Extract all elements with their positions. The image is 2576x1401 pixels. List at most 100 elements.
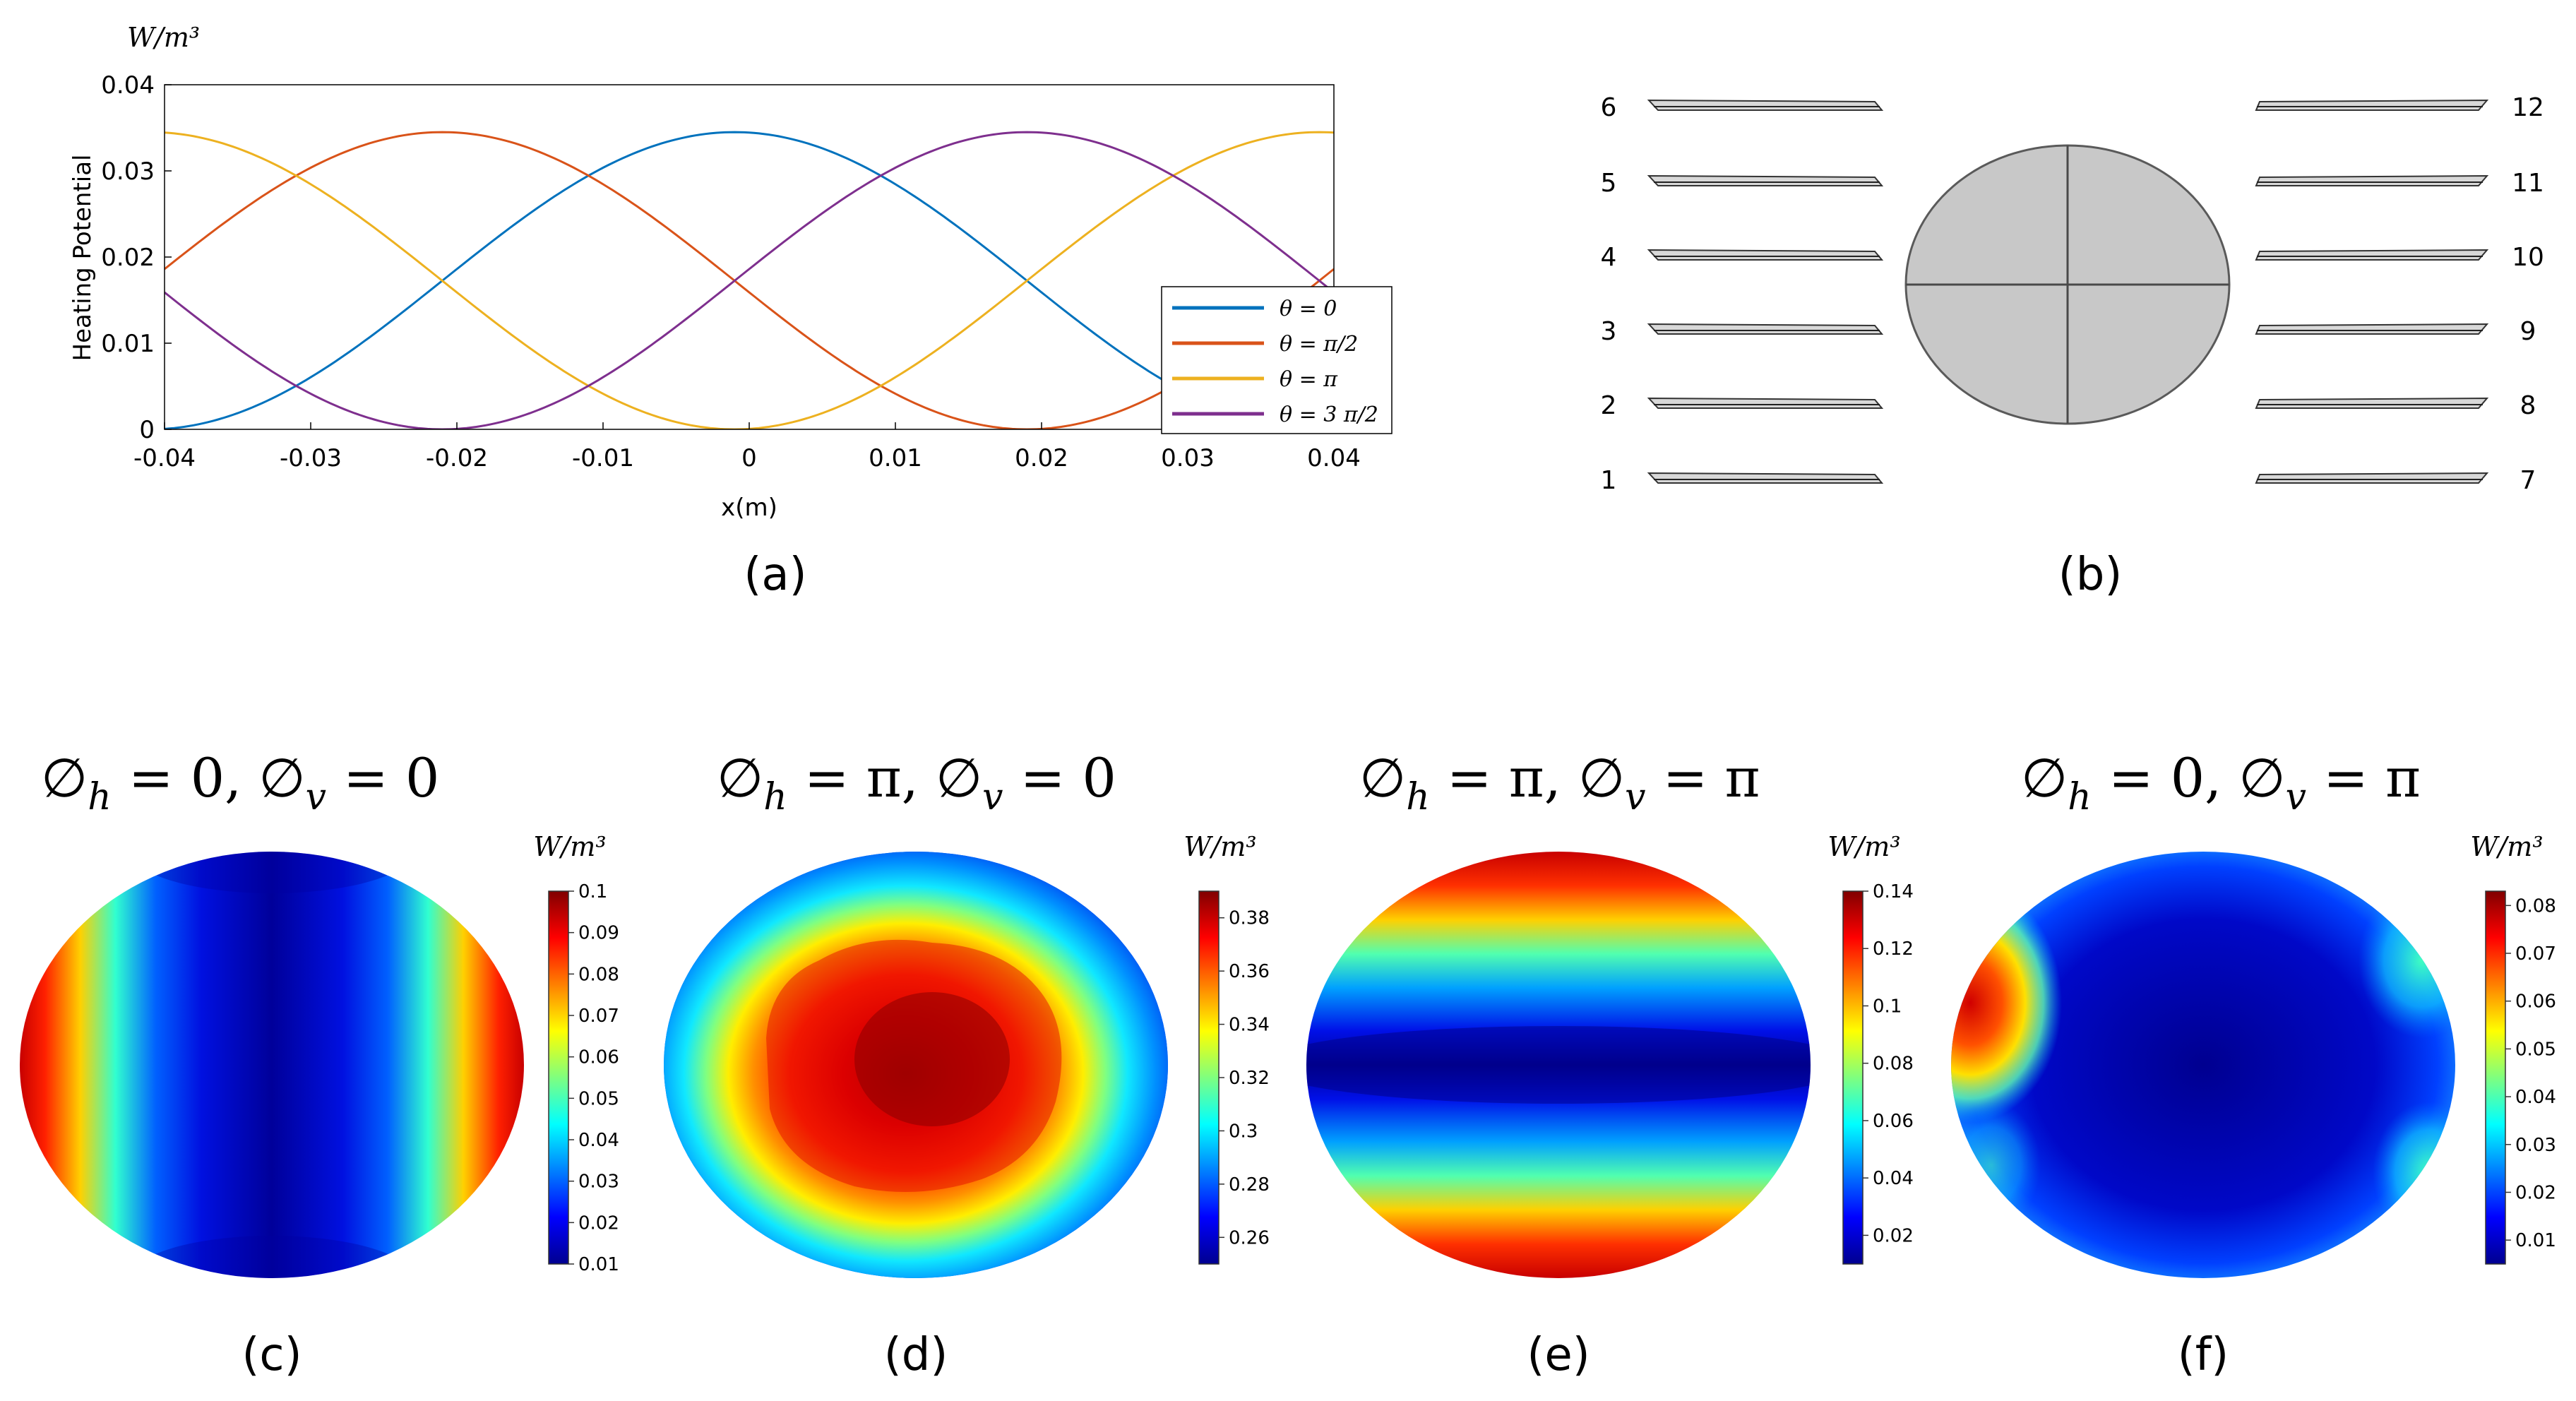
panel-a-line-chart: W/m³ Heating Potential x(m) -0.04 -0.03 -0…: [68, 22, 1393, 601]
map-caption: (f): [2178, 1329, 2229, 1381]
colorbar-tick-label: 0.02: [578, 1212, 619, 1234]
heatmap-panel-c: [20, 852, 524, 1278]
x-tick-label: -0.03: [280, 444, 342, 472]
colorbar-tick-label: 0.08: [1873, 1054, 1914, 1075]
legend-label: θ = π: [1280, 367, 1338, 392]
colorbar-tick-label: 0.28: [1229, 1174, 1270, 1196]
map-annotations-1: ∅h = π, ∅v = 0 W/m³ 0.38 0.36 0.34 0.32 0.3 0.2…: [717, 746, 1270, 1381]
element-number-right: 10: [2512, 243, 2544, 272]
x-tick-label: 0.02: [1015, 444, 1068, 472]
heatmap-c-field: [20, 852, 524, 1278]
element-number-left: 2: [1601, 391, 1617, 420]
x-tick-label: 0.04: [1307, 444, 1361, 472]
colorbar-tick-label: 0.07: [578, 1006, 619, 1027]
map-annotations-0: ∅h = 0, ∅v = 0 W/m³ 0.1 0.09 0.08 0.07 0.06 0.0…: [41, 746, 619, 1381]
element-number-left: 6: [1601, 93, 1617, 122]
colorbar-tick-label: 0.1: [578, 881, 607, 902]
antenna-plate-right: [2255, 249, 2489, 261]
map-annotations-2: ∅h = π, ∅v = π W/m³ 0.14 0.12 0.1 0.08 0.06 0.0…: [1359, 746, 1914, 1381]
colorbar-tick-label: 0.03: [578, 1172, 619, 1193]
y-tick-label: 0.02: [101, 244, 155, 272]
colorbar-tick-label: 0.09: [578, 923, 619, 944]
colorbar: [2485, 890, 2506, 1265]
colorbar-tick-label: 0.1: [1873, 996, 1902, 1017]
colorbar-unit: W/m³: [533, 831, 606, 862]
legend-label: θ = π/2: [1280, 332, 1358, 357]
colorbar-tick-label: 0.04: [578, 1130, 619, 1151]
colorbar-tick-label: 0.06: [2515, 991, 2556, 1013]
heatmap-panel-e: [1306, 852, 1811, 1278]
caption-a: (a): [744, 549, 806, 601]
x-tick-label: -0.04: [133, 444, 196, 472]
colorbar-unit: W/m³: [1183, 831, 1256, 862]
x-tick-label: 0.01: [869, 444, 922, 472]
element-number-right: 12: [2512, 93, 2544, 122]
antenna-plate-left: [1647, 323, 1884, 335]
panel-b-antenna-schematic: 6 5 4 3 2 1 12 11 10 9 8 7 (b): [1601, 93, 2544, 601]
x-tick-label: -0.01: [572, 444, 634, 472]
antenna-plate-left: [1647, 249, 1884, 261]
x-axis-label: x(m): [721, 494, 777, 522]
map-title: ∅h = π, ∅v = π: [1359, 746, 1760, 818]
map-title: ∅h = π, ∅v = 0: [717, 746, 1116, 818]
antenna-plate-right: [2255, 99, 2489, 111]
colorbar-tick-label: 0.04: [2515, 1087, 2556, 1108]
legend: θ = 0 θ = π/2 θ = π θ = 3 π/2: [1161, 286, 1393, 434]
antenna-plate-right: [2255, 397, 2489, 409]
colorbar-tick-label: 0.3: [1229, 1121, 1258, 1142]
antenna-plate-left: [1647, 99, 1884, 111]
map-title: ∅h = 0, ∅v = 0: [41, 746, 439, 818]
map-title: ∅h = 0, ∅v = π: [2021, 746, 2421, 818]
colorbar-tick-label: 0.14: [1873, 881, 1914, 902]
colorbar-tick-label: 0.08: [578, 964, 619, 985]
series-line-2: [165, 131, 1334, 429]
colorbar-tick-label: 0.02: [1873, 1225, 1914, 1246]
map-caption: (c): [242, 1329, 302, 1381]
colorbar-tick-label: 0.38: [1229, 908, 1270, 929]
element-number-right: 9: [2520, 317, 2536, 346]
colorbar-tick-label: 0.34: [1229, 1015, 1270, 1036]
colorbar-tick-label: 0.36: [1229, 961, 1270, 982]
colorbar-tick-label: 0.01: [578, 1254, 619, 1275]
colorbar: [1198, 890, 1220, 1265]
y-tick-label: 0: [139, 416, 155, 444]
x-tick-label: 0: [741, 444, 757, 472]
heatmap-d-field: [664, 852, 1168, 1278]
caption-b: (b): [2058, 549, 2123, 601]
heatmap-f-field: [1951, 852, 2455, 1278]
element-number-left: 5: [1601, 169, 1617, 198]
colorbar-tick-label: 0.12: [1873, 938, 1914, 960]
heatmap-panel-d: [664, 852, 1168, 1278]
colorbar-tick-label: 0.26: [1229, 1227, 1270, 1248]
colorbar-tick-label: 0.01: [2515, 1230, 2556, 1251]
antenna-plate-right: [2255, 174, 2489, 186]
colorbar-tick-label: 0.05: [578, 1088, 619, 1109]
colorbar: [548, 890, 569, 1265]
antenna-plate-right: [2255, 323, 2489, 335]
y-tick-label: 0.03: [101, 157, 155, 186]
unit-label: W/m³: [127, 22, 200, 53]
map-annotations-3: ∅h = 0, ∅v = π W/m³ 0.08 0.07 0.06 0.05 0.04 0.…: [2021, 746, 2556, 1381]
colorbar-tick-label: 0.32: [1229, 1068, 1270, 1089]
colorbar-tick-label: 0.07: [2515, 943, 2556, 965]
legend-label: θ = 0: [1280, 297, 1337, 321]
colorbar-unit: W/m³: [1827, 831, 1900, 862]
element-number-left: 3: [1601, 317, 1617, 346]
colorbar-tick-label: 0.02: [2515, 1182, 2556, 1203]
y-tick-label: 0.04: [101, 71, 155, 100]
antenna-plate-left: [1647, 397, 1884, 409]
y-axis-label: Heating Potential: [68, 155, 97, 362]
legend-label: θ = 3 π/2: [1280, 403, 1378, 427]
series-line-1: [165, 131, 1334, 429]
colorbar-tick-label: 0.06: [578, 1047, 619, 1068]
heatmap-panel-f: [1951, 852, 2455, 1278]
legend-box: [1161, 286, 1393, 434]
map-caption: (e): [1527, 1329, 1590, 1381]
colorbar-tick-label: 0.04: [1873, 1168, 1914, 1189]
y-tick-label: 0.01: [101, 330, 155, 358]
element-number-right: 8: [2520, 391, 2536, 420]
colorbar: [1842, 890, 1864, 1265]
antenna-plate-left: [1647, 174, 1884, 186]
colorbar-tick-label: 0.08: [2515, 895, 2556, 917]
